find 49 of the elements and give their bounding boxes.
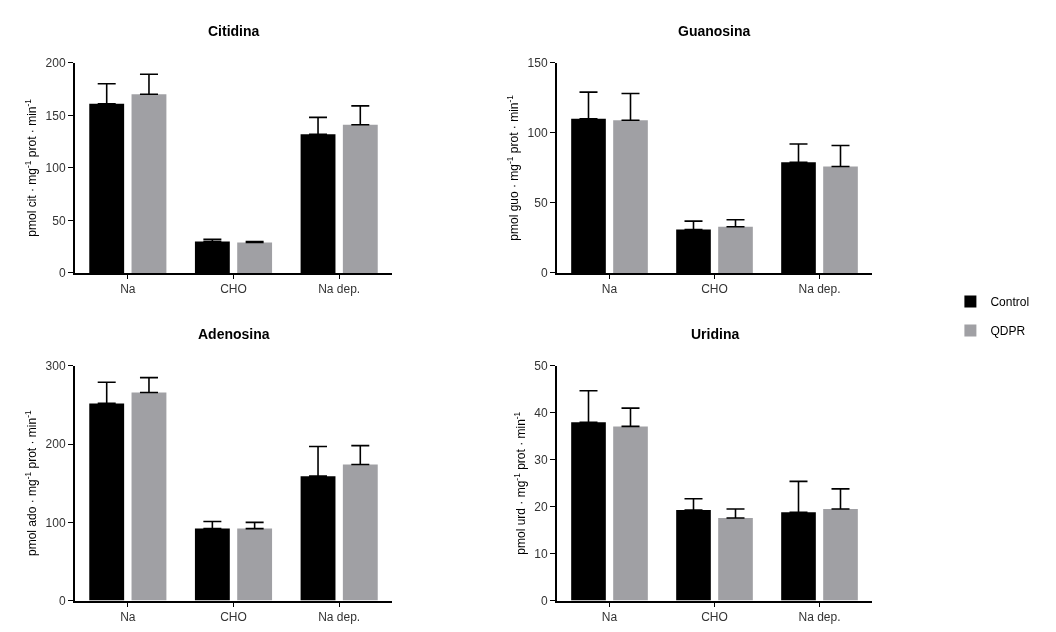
- y-tick-label: 150: [527, 55, 548, 70]
- y-tick-label: 200: [45, 437, 66, 452]
- x-tick-label: Na: [120, 609, 136, 624]
- y-tick-label: 100: [45, 515, 66, 530]
- bar: [237, 242, 273, 273]
- y-tick-label: 50: [534, 196, 548, 211]
- y-tick-label: 40: [534, 406, 548, 421]
- y-tick-label: 100: [527, 126, 548, 141]
- x-tick-label: Na dep.: [318, 282, 361, 297]
- x-tick-label: Na dep.: [798, 609, 841, 624]
- y-tick-label: 0: [58, 593, 66, 608]
- bar: [237, 528, 273, 601]
- bar: [718, 226, 753, 273]
- bar: [823, 509, 858, 601]
- y-tick-label: 150: [45, 108, 66, 123]
- y-tick-label: 0: [540, 593, 548, 608]
- y-tick-label: 100: [45, 161, 66, 176]
- bar: [823, 166, 858, 273]
- y-tick-label: 30: [534, 452, 548, 467]
- x-tick-label: Na dep.: [318, 609, 361, 624]
- chart-title: Uridina: [691, 326, 740, 342]
- y-tick-label: 10: [534, 546, 548, 561]
- bar: [613, 426, 648, 601]
- x-tick-label: Na: [120, 282, 136, 297]
- chart-title: Adenosina: [198, 326, 270, 342]
- legend-label: QDPR: [990, 324, 1026, 339]
- y-tick-label: 200: [45, 55, 66, 70]
- y-tick-label: 0: [540, 266, 548, 281]
- y-tick-label: 300: [45, 359, 66, 374]
- x-tick-label: Na dep.: [798, 282, 841, 297]
- x-tick-label: CHO: [701, 282, 728, 297]
- y-tick-label: 50: [52, 213, 66, 228]
- y-tick-label: 0: [58, 266, 66, 281]
- bar: [131, 94, 167, 273]
- chart-title: Guanosina: [678, 23, 751, 39]
- x-tick-label: CHO: [701, 609, 728, 624]
- bar: [342, 124, 378, 273]
- bar: [131, 392, 167, 601]
- y-tick-label: 20: [534, 499, 548, 514]
- x-tick-label: Na: [601, 282, 618, 297]
- legend-label: Control: [990, 295, 1030, 310]
- x-tick-label: CHO: [220, 282, 247, 297]
- chart-title: Citidina: [208, 23, 260, 39]
- x-tick-label: Na: [601, 609, 618, 624]
- bar: [342, 464, 378, 601]
- x-tick-label: CHO: [220, 609, 247, 624]
- bar: [613, 120, 648, 273]
- y-tick-label: 50: [534, 359, 548, 374]
- bar: [718, 517, 753, 601]
